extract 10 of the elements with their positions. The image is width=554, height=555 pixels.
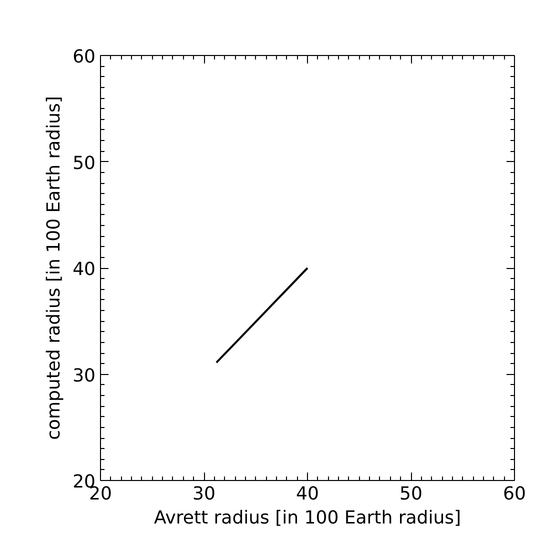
x-tick-label: 40 [296,484,319,504]
x-tick-label: 60 [503,484,526,504]
x-tick-label: 50 [400,484,422,504]
x-tick-label: 30 [192,484,216,504]
x-axis-title: Avrett radius [in 100 Earth radius] [154,508,462,528]
y-tick-label: 60 [72,46,96,68]
y-tick-label: 50 [72,152,96,174]
y-tick-label: 30 [72,365,96,386]
y-tick-label: 40 [72,259,96,280]
y-axis-title: computed radius [in 100 Earth radius] [44,96,65,440]
